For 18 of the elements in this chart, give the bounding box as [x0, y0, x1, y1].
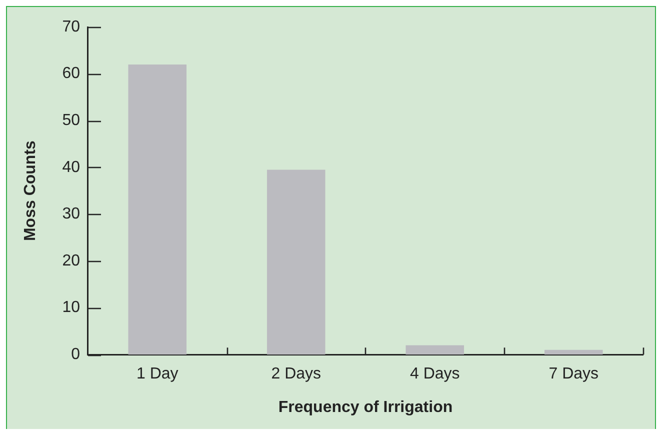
bar: [406, 345, 464, 355]
y-tick-label: 50: [62, 112, 80, 130]
y-tick-label: 0: [71, 346, 80, 364]
x-tick-label: 7 Days: [548, 366, 599, 383]
bar: [128, 64, 187, 355]
y-tick-label: 40: [62, 158, 80, 176]
y-axis-title: Moss Counts: [22, 140, 40, 242]
y-tick-label: 20: [62, 252, 80, 270]
y-tick-label: 10: [62, 299, 80, 316]
y-tick-label: 30: [62, 206, 80, 223]
x-tick-label: 1 Day: [136, 366, 178, 383]
y-tick-label: 60: [62, 65, 80, 82]
y-tick-label: 70: [62, 18, 80, 36]
x-tick-label: 4 Days: [410, 366, 460, 383]
bar: [266, 170, 326, 355]
x-tick-label: 2 Days: [271, 366, 322, 383]
x-axis-title: Frequency of Irrigation: [278, 398, 453, 416]
bar: [544, 350, 603, 355]
